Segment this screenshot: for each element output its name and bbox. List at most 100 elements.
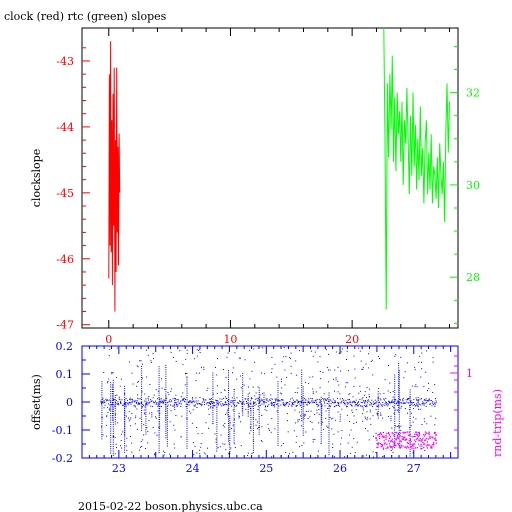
offset-point <box>312 388 314 390</box>
offset-point <box>269 429 270 431</box>
offset-point <box>146 401 148 403</box>
offset-point <box>316 409 318 411</box>
offset-point <box>158 447 160 449</box>
offset-point <box>197 400 199 402</box>
offset-point <box>225 376 227 378</box>
offset-point <box>302 402 304 404</box>
offset-point <box>397 405 399 406</box>
offset-point <box>180 396 182 398</box>
offset-point <box>192 455 194 457</box>
roundtrip-point <box>388 432 390 435</box>
offset-point <box>394 374 396 376</box>
offset-point <box>126 415 127 417</box>
offset-point <box>101 409 103 411</box>
offset-point <box>141 366 143 367</box>
offset-point <box>355 399 357 401</box>
offset-point <box>165 408 167 410</box>
offset-point <box>165 371 167 373</box>
offset-point <box>141 427 143 429</box>
offset-point <box>165 401 167 403</box>
offset-point <box>328 392 330 394</box>
offset-point <box>165 404 167 406</box>
offset-point <box>110 446 112 447</box>
offset-point <box>398 363 400 364</box>
offset-point <box>251 452 253 454</box>
offset-point <box>165 406 167 408</box>
offset-point <box>117 403 119 405</box>
offset-point <box>155 400 156 402</box>
offset-point <box>124 408 126 410</box>
offset-point <box>103 400 105 402</box>
offset-point <box>112 415 113 417</box>
offset-point <box>223 426 225 428</box>
offset-point <box>361 413 363 415</box>
offset-point <box>158 408 160 409</box>
offset-point <box>249 349 251 351</box>
offset-point <box>257 397 259 399</box>
offset-point <box>182 363 184 365</box>
offset-point <box>371 402 373 404</box>
offset-point <box>129 397 131 399</box>
offset-point <box>339 416 341 418</box>
offset-point <box>151 414 153 416</box>
offset-point <box>112 388 113 390</box>
offset-point <box>172 357 174 358</box>
offset-point <box>281 361 283 363</box>
offset-point <box>102 434 104 436</box>
offset-point <box>186 421 188 423</box>
offset-point <box>192 401 194 403</box>
offset-point <box>409 407 411 408</box>
offset-point <box>320 409 322 411</box>
offset-point <box>351 404 352 406</box>
offset-point <box>266 410 268 412</box>
offset-point <box>302 419 304 421</box>
roundtrip-point <box>403 432 405 434</box>
offset-point <box>394 411 396 413</box>
offset-point <box>402 400 404 402</box>
offset-point <box>302 408 304 410</box>
offset-point <box>107 381 109 382</box>
offset-point <box>103 407 105 409</box>
offset-point <box>141 425 143 427</box>
offset-point <box>246 401 247 402</box>
offset-point <box>229 424 231 426</box>
offset-point <box>303 413 305 415</box>
offset-point <box>124 447 126 449</box>
offset-point <box>201 405 203 407</box>
offset-point <box>357 404 359 406</box>
offset-point <box>302 401 304 403</box>
offset-point <box>313 401 315 403</box>
offset-point <box>351 405 353 407</box>
offset-point <box>304 402 306 403</box>
offset-point <box>216 428 218 430</box>
offset-point <box>228 383 229 385</box>
offset-point <box>116 394 118 396</box>
offset-point <box>101 407 103 409</box>
roundtrip-point <box>431 447 433 449</box>
offset-point <box>112 410 114 412</box>
roundtrip-point <box>414 443 416 445</box>
roundtrip-point <box>389 446 392 448</box>
offset-point <box>155 417 157 419</box>
offset-point <box>199 453 201 455</box>
offset-point <box>426 423 428 425</box>
offset-point <box>319 401 321 403</box>
offset-point <box>165 424 167 426</box>
offset-point <box>320 420 322 422</box>
offset-point <box>101 425 103 427</box>
offset-point <box>252 401 254 403</box>
offset-point <box>409 413 411 415</box>
offset-point <box>158 368 160 370</box>
offset-point <box>212 383 214 385</box>
offset-point <box>124 449 126 451</box>
offset-point <box>328 418 330 420</box>
offset-point <box>321 410 323 412</box>
offset-point <box>349 420 351 422</box>
roundtrip-point <box>376 439 378 441</box>
offset-point <box>124 451 126 453</box>
offset-point <box>259 394 261 396</box>
offset-point <box>124 407 126 409</box>
offset-point <box>432 392 434 393</box>
offset-point <box>148 396 150 397</box>
offset-point <box>112 406 113 408</box>
